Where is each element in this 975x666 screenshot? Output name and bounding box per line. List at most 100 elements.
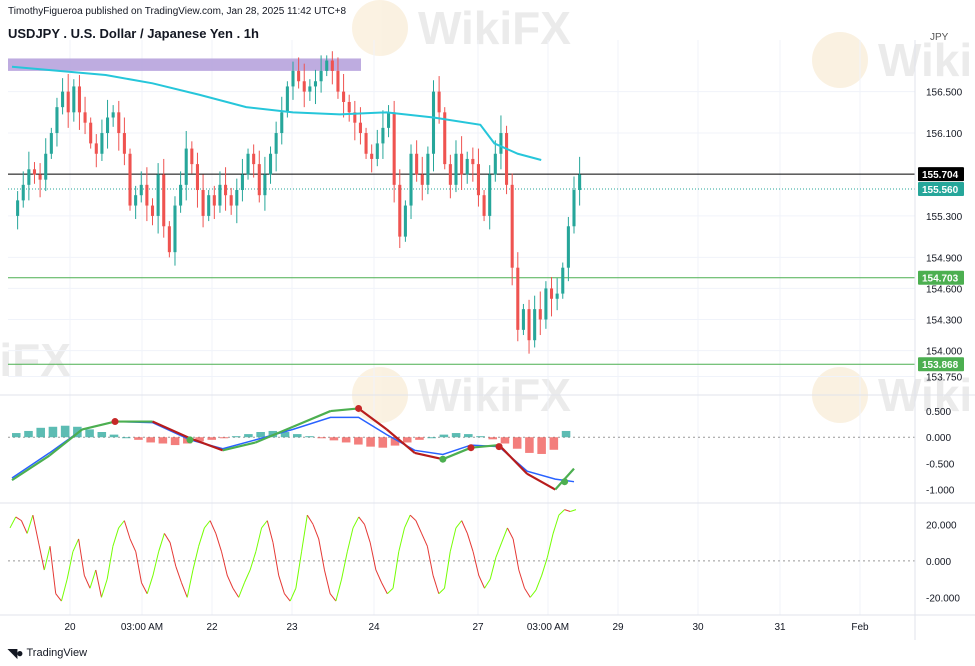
candle[interactable] (544, 281, 548, 329)
candle[interactable] (448, 154, 452, 199)
candle[interactable] (218, 171, 222, 213)
candle[interactable] (330, 51, 334, 85)
signal-line-segment[interactable] (152, 420, 191, 440)
candle[interactable] (38, 163, 42, 198)
candle[interactable] (207, 190, 211, 222)
candle[interactable] (83, 96, 87, 135)
signal-line-segment[interactable] (222, 441, 256, 452)
candle[interactable] (122, 117, 126, 166)
signal-line-segment[interactable] (498, 444, 528, 475)
candle[interactable] (319, 55, 323, 93)
candle[interactable] (347, 94, 351, 122)
candle[interactable] (443, 107, 447, 170)
signal-line-segment[interactable] (330, 407, 359, 413)
candle[interactable] (476, 148, 480, 207)
tradingview-brand[interactable]: ◥● TradingView (8, 646, 87, 660)
signal-line-segment[interactable] (470, 443, 500, 449)
candle[interactable] (313, 69, 318, 105)
candle[interactable] (533, 295, 537, 348)
signal-line-segment[interactable] (255, 425, 294, 444)
resistance-zone[interactable] (8, 58, 361, 71)
candle[interactable] (549, 277, 554, 317)
candle[interactable] (179, 171, 183, 213)
candle[interactable] (195, 152, 199, 208)
candle[interactable] (201, 174, 205, 228)
candle[interactable] (44, 138, 48, 192)
candle[interactable] (325, 55, 329, 77)
candle[interactable] (94, 134, 98, 168)
signal-line-segment[interactable] (11, 454, 51, 482)
candle[interactable] (538, 291, 542, 336)
candle[interactable] (516, 252, 520, 342)
candle[interactable] (297, 57, 301, 89)
candle[interactable] (150, 198, 155, 226)
candle[interactable] (32, 162, 37, 184)
candle[interactable] (268, 146, 273, 184)
candle[interactable] (21, 171, 25, 208)
candle[interactable] (370, 144, 374, 173)
signal-line-segment[interactable] (385, 428, 416, 454)
candle[interactable] (27, 151, 31, 201)
candle[interactable] (409, 144, 413, 220)
moving-average-line[interactable] (11, 65, 542, 161)
candle[interactable] (77, 75, 81, 130)
candle[interactable] (162, 158, 166, 238)
oscillator-pane[interactable] (8, 509, 915, 602)
candle[interactable] (16, 191, 20, 230)
signal-line-segment[interactable] (81, 420, 116, 431)
candle[interactable] (336, 57, 340, 99)
candle[interactable] (139, 171, 143, 203)
macd-pane[interactable] (8, 404, 915, 491)
signal-line-segment[interactable] (357, 407, 388, 431)
price-pane[interactable] (8, 51, 915, 365)
candle[interactable] (190, 141, 194, 174)
candle[interactable] (72, 79, 76, 122)
candle[interactable] (510, 173, 514, 286)
candle[interactable] (274, 121, 278, 172)
candle[interactable] (521, 303, 525, 336)
candle[interactable] (493, 140, 497, 182)
candle[interactable] (342, 74, 346, 118)
candle[interactable] (156, 163, 160, 234)
candle[interactable] (111, 105, 115, 127)
candle[interactable] (212, 185, 216, 220)
candle[interactable] (252, 144, 256, 178)
candle[interactable] (184, 130, 188, 201)
candle[interactable] (482, 190, 486, 222)
candle[interactable] (291, 61, 295, 100)
candle[interactable] (263, 156, 267, 211)
candle[interactable] (117, 100, 121, 151)
candle[interactable] (415, 140, 419, 182)
candle[interactable] (89, 117, 93, 149)
candle[interactable] (235, 178, 239, 224)
candle[interactable] (375, 129, 379, 167)
signal-line-segment[interactable] (292, 410, 331, 428)
candle[interactable] (527, 299, 531, 354)
candle[interactable] (381, 110, 385, 159)
candle[interactable] (224, 167, 228, 211)
signal-line-segment[interactable] (414, 451, 444, 461)
candle[interactable] (353, 100, 357, 141)
signal-line-segment[interactable] (442, 446, 472, 461)
candle[interactable] (566, 216, 570, 282)
candle[interactable] (403, 200, 407, 242)
candle[interactable] (145, 167, 149, 222)
candle[interactable] (280, 96, 284, 145)
candle[interactable] (302, 63, 306, 108)
candle[interactable] (100, 119, 104, 162)
candle[interactable] (561, 262, 565, 299)
candle[interactable] (420, 156, 424, 201)
candle[interactable] (55, 97, 59, 147)
candle[interactable] (431, 80, 436, 172)
signal-line-segment[interactable] (526, 472, 556, 491)
candle[interactable] (572, 176, 576, 234)
candle[interactable] (364, 127, 368, 159)
candle[interactable] (66, 74, 70, 128)
candle[interactable] (578, 156, 582, 206)
candle[interactable] (257, 150, 261, 203)
candle[interactable] (555, 278, 559, 311)
candle[interactable] (488, 165, 492, 230)
candle[interactable] (398, 169, 402, 249)
candle[interactable] (437, 76, 441, 124)
